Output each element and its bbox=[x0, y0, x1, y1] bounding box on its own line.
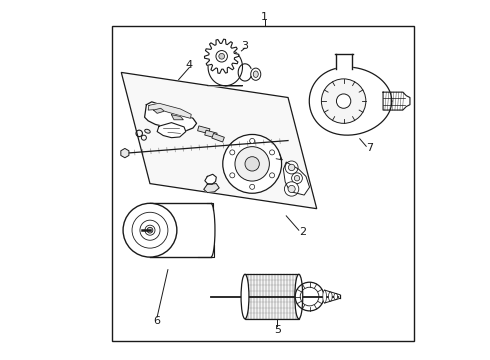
Polygon shape bbox=[204, 39, 239, 73]
Circle shape bbox=[147, 227, 153, 233]
Circle shape bbox=[123, 203, 177, 257]
Ellipse shape bbox=[323, 290, 326, 303]
Ellipse shape bbox=[145, 129, 150, 133]
Polygon shape bbox=[157, 123, 186, 138]
Polygon shape bbox=[145, 102, 196, 132]
Ellipse shape bbox=[334, 293, 338, 300]
Bar bbox=[205, 130, 217, 138]
Circle shape bbox=[294, 176, 300, 181]
Circle shape bbox=[337, 94, 351, 108]
Circle shape bbox=[235, 147, 270, 181]
Circle shape bbox=[250, 184, 255, 189]
Circle shape bbox=[230, 150, 235, 155]
Circle shape bbox=[219, 53, 224, 59]
Circle shape bbox=[321, 79, 366, 123]
Polygon shape bbox=[205, 174, 216, 184]
Polygon shape bbox=[150, 203, 211, 257]
Bar bbox=[112, 26, 414, 341]
Bar bbox=[245, 274, 299, 319]
Polygon shape bbox=[172, 115, 183, 120]
Circle shape bbox=[285, 182, 299, 196]
Polygon shape bbox=[208, 48, 243, 86]
Text: 7: 7 bbox=[366, 143, 373, 153]
Circle shape bbox=[292, 173, 302, 184]
Ellipse shape bbox=[295, 274, 303, 319]
Text: 4: 4 bbox=[186, 59, 193, 69]
Polygon shape bbox=[309, 67, 392, 135]
Circle shape bbox=[285, 161, 298, 174]
Polygon shape bbox=[336, 54, 351, 69]
Polygon shape bbox=[383, 92, 410, 110]
Circle shape bbox=[289, 164, 295, 171]
Polygon shape bbox=[148, 103, 191, 118]
Polygon shape bbox=[283, 162, 310, 195]
Circle shape bbox=[288, 185, 295, 193]
Circle shape bbox=[223, 134, 282, 193]
Polygon shape bbox=[122, 72, 317, 209]
Polygon shape bbox=[153, 108, 164, 113]
Circle shape bbox=[230, 173, 235, 178]
Ellipse shape bbox=[329, 292, 332, 301]
Text: 5: 5 bbox=[274, 325, 281, 335]
Circle shape bbox=[245, 157, 259, 171]
Text: 2: 2 bbox=[299, 227, 306, 237]
Circle shape bbox=[270, 150, 274, 155]
Bar bbox=[197, 126, 210, 134]
Ellipse shape bbox=[241, 274, 249, 319]
Bar bbox=[212, 133, 224, 142]
Ellipse shape bbox=[253, 71, 258, 77]
Circle shape bbox=[270, 173, 274, 178]
Circle shape bbox=[250, 138, 255, 143]
Ellipse shape bbox=[251, 68, 261, 80]
Text: 1: 1 bbox=[261, 12, 268, 22]
Polygon shape bbox=[204, 184, 219, 193]
Text: 6: 6 bbox=[154, 316, 161, 325]
Text: 3: 3 bbox=[242, 41, 248, 50]
